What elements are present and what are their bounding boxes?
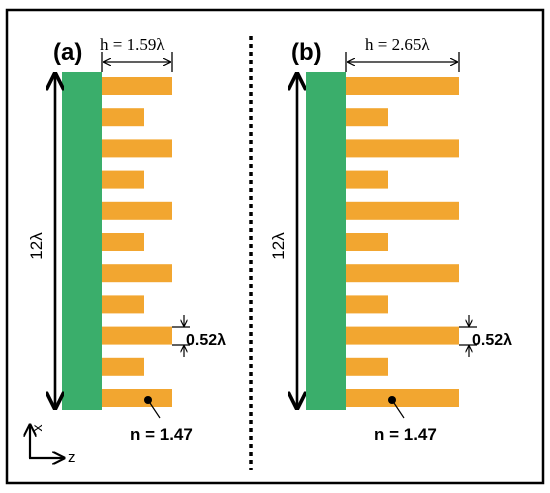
x-axis-label: x <box>29 425 45 432</box>
panel-b-fin-8 <box>346 295 388 314</box>
panel-a-fin-4 <box>102 170 144 189</box>
panel-b: (b) h = 2.65λ 12λ 0.52λ n = 1.47 <box>269 35 512 444</box>
panel-a-h-label: h = 1.59λ <box>100 35 165 54</box>
panel-a-fin-8 <box>102 295 144 314</box>
panel-b-fin-7 <box>346 264 459 283</box>
panel-b-substrate <box>306 72 346 410</box>
panel-a-fin-2 <box>102 108 144 127</box>
panel-b-fin-9 <box>346 326 459 345</box>
panel-b-height-label: 12λ <box>269 232 288 260</box>
panel-b-fin-4 <box>346 170 388 189</box>
panel-a-fin-5 <box>102 201 172 220</box>
panel-b-fin-10 <box>346 357 388 376</box>
panel-a-fin-6 <box>102 233 144 251</box>
panel-b-fin-1 <box>346 77 459 95</box>
panel-a-label: (a) <box>53 39 82 66</box>
panel-a-period-label: 0.52λ <box>186 332 226 349</box>
panel-a-index-leader <box>147 399 161 419</box>
panel-b-fin-6 <box>346 233 388 251</box>
panel-a: (a) h = 1.59λ 12λ 0.52λ n = 1.47 <box>27 35 226 444</box>
panel-a-fin-1 <box>102 77 172 95</box>
z-axis-label: z <box>68 449 76 466</box>
panel-a-index-label: n = 1.47 <box>130 425 193 444</box>
panel-b-fin-5 <box>346 201 459 220</box>
panel-a-fin-11 <box>102 389 172 407</box>
panel-b-label: (b) <box>291 39 322 66</box>
panel-b-index-leader <box>391 399 405 419</box>
panel-a-fins <box>102 77 172 407</box>
panel-b-fin-3 <box>346 139 459 158</box>
panel-b-h-label: h = 2.65λ <box>365 35 430 54</box>
panel-b-period-label: 0.52λ <box>472 332 512 349</box>
panel-b-index-label: n = 1.47 <box>374 425 437 444</box>
axes-indicator: x z <box>29 425 76 466</box>
panel-a-fin-7 <box>102 264 172 283</box>
panel-a-fin-10 <box>102 357 144 376</box>
panel-a-fin-9 <box>102 326 172 345</box>
panel-b-fin-2 <box>346 108 388 127</box>
panel-b-fins <box>346 77 459 407</box>
panel-b-fin-11 <box>346 389 459 407</box>
panel-a-substrate <box>62 72 102 410</box>
outer-frame <box>5 8 545 485</box>
panel-a-fin-3 <box>102 139 172 158</box>
panel-a-height-label: 12λ <box>27 232 46 260</box>
